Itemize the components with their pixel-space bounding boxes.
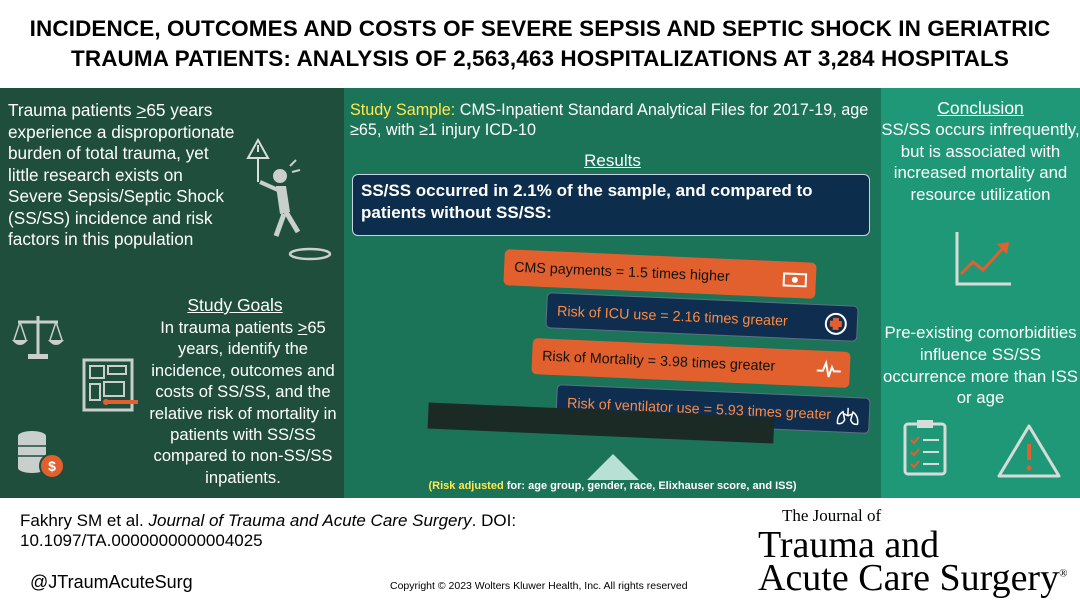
- falling-person-icon: [246, 137, 332, 261]
- conclusion-text: SS/SS occurs infrequently, but is associ…: [881, 120, 1080, 204]
- warning-icon: [997, 424, 1061, 478]
- journal-logo-line-2: Acute Care Surgery®: [758, 557, 1068, 599]
- icu-use-bar: Risk of ICU use = 2.16 times greater: [545, 292, 859, 342]
- intro-text: Trauma patients >65 years experience a d…: [8, 100, 235, 249]
- results-callout: SS/SS occurred in 2.1% of the sample, an…: [352, 174, 870, 236]
- conclusion-heading: Conclusion: [937, 98, 1024, 118]
- title-banner: INCIDENCE, OUTCOMES AND COSTS OF SEVERE …: [0, 0, 1080, 88]
- citation-journal: Journal of Trauma and Acute Care Surgery: [148, 511, 472, 530]
- seesaw-fulcrum: [587, 454, 639, 480]
- citation: Fakhry SM et al. Journal of Trauma and A…: [20, 511, 517, 550]
- copyright: Copyright © 2023 Wolters Kluwer Health, …: [390, 580, 688, 592]
- svg-text:$: $: [48, 458, 56, 474]
- checklist-icon: [903, 420, 947, 476]
- right-panel: Conclusion SS/SS occurs infrequently, bu…: [881, 88, 1080, 498]
- title-line-1: INCIDENCE, OUTCOMES AND COSTS OF SEVERE …: [29, 16, 1051, 41]
- lungs-icon: [836, 407, 859, 426]
- study-goals-heading: Study Goals: [187, 295, 283, 315]
- rising-chart-icon: [955, 232, 1011, 286]
- study-goals-text: In trauma patients >65 years, identify t…: [149, 318, 337, 487]
- ventilator-use-bar: Risk of ventilator use = 5.93 times grea…: [555, 384, 871, 434]
- journal-logo-small: The Journal of: [782, 506, 882, 525]
- study-sample-text: Study Sample: CMS-Inpatient Standard Ana…: [350, 101, 869, 139]
- twitter-handle[interactable]: @JTraumAcuteSurg: [30, 572, 193, 592]
- coins-icon: $: [18, 431, 65, 479]
- blueprint-icon: [82, 358, 138, 412]
- heartbeat-icon: [816, 359, 841, 378]
- results-heading: Results: [584, 151, 641, 170]
- middle-panel: Study Sample: CMS-Inpatient Standard Ana…: [344, 88, 881, 498]
- mortality-bar: Risk of Mortality = 3.98 times greater: [531, 338, 851, 388]
- title-line-2: TRAUMA PATIENTS: ANALYSIS OF 2,563,463 H…: [71, 46, 1009, 71]
- preexisting-comorbidities-text: Pre-existing comorbidities influence SS/…: [883, 323, 1078, 408]
- study-sample-label: Study Sample:: [350, 101, 456, 119]
- medical-cross-icon: [824, 312, 847, 335]
- journal-logo-line-1: Trauma and: [758, 524, 940, 566]
- money-icon: [782, 272, 808, 288]
- justice-scale-icon: [12, 316, 64, 359]
- cms-payments-bar: CMS payments = 1.5 times higher: [503, 249, 817, 299]
- risk-adjusted-footnote: (Risk adjusted for: age group, gender, r…: [428, 480, 797, 492]
- left-panel: Trauma patients >65 years experience a d…: [0, 88, 344, 498]
